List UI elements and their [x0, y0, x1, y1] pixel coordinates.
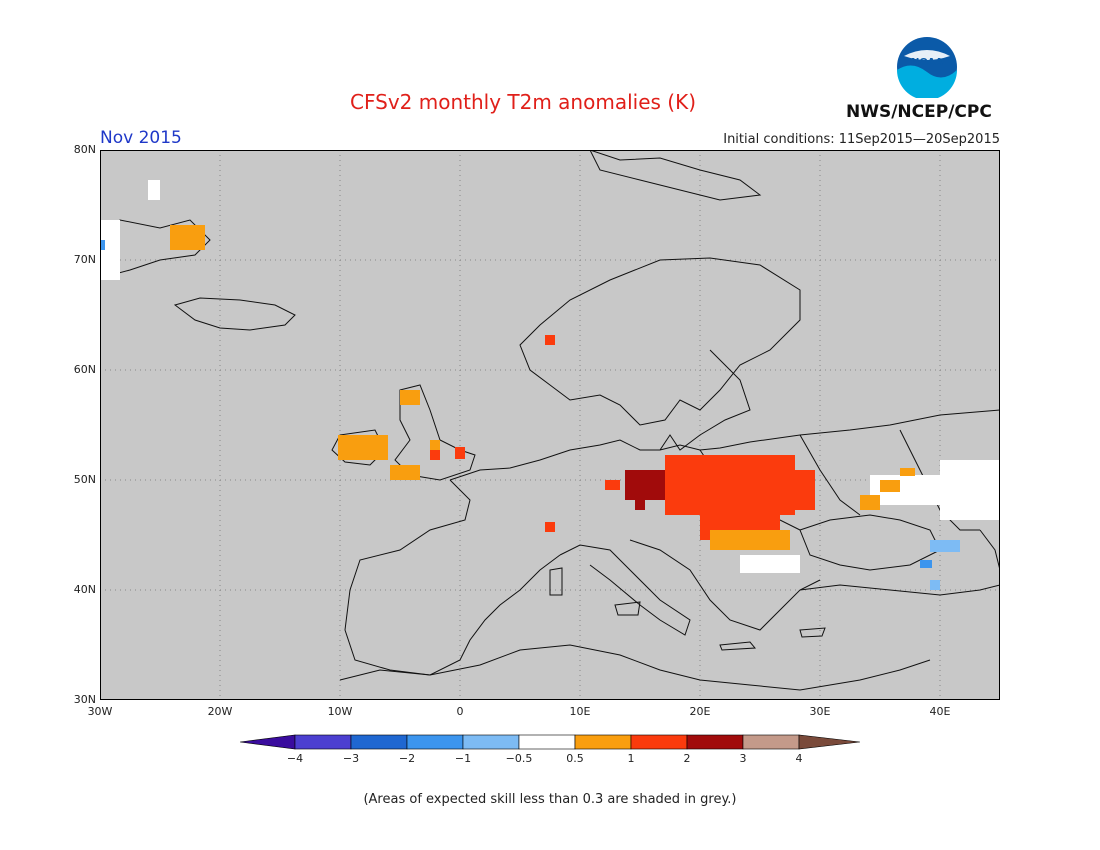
anomaly-cell: [430, 450, 440, 460]
anomaly-cell: [545, 522, 555, 532]
anomaly-cell: [780, 470, 815, 510]
colorbar-min-arrow: [240, 734, 296, 750]
forecast-month: Nov 2015: [100, 128, 182, 148]
anomaly-cell: [635, 490, 645, 510]
map-panel: [100, 150, 1000, 700]
colorbar-tick-label: −3: [342, 752, 360, 765]
y-tick-label: 50N: [73, 473, 96, 486]
colorbar-tick-label: −1: [454, 752, 472, 765]
anomaly-cell: [100, 240, 105, 250]
colorbar-tick-label: 4: [795, 752, 803, 765]
anomaly-cell: [900, 468, 915, 476]
colorbar-tick-label: 1: [627, 752, 635, 765]
anomaly-cell: [100, 220, 120, 280]
x-tick-label: 0: [456, 705, 464, 718]
anomaly-cell: [338, 435, 388, 460]
anomaly-cell: [170, 225, 205, 250]
colorbar-box: [294, 734, 352, 750]
anomaly-cell: [605, 480, 620, 490]
x-tick-label: 20E: [689, 705, 711, 718]
colorbar-max-arrow: [798, 734, 860, 750]
colorbar-box: [518, 734, 576, 750]
anomaly-cell: [455, 447, 465, 459]
colorbar-box: [630, 734, 688, 750]
colorbar-tick-label: −2: [398, 752, 416, 765]
x-tick-label: 10E: [569, 705, 591, 718]
initial-conditions: Initial conditions: 11Sep2015—20Sep2015: [723, 132, 1000, 147]
anomaly-cell: [920, 560, 932, 568]
anomaly-cell: [665, 455, 795, 515]
x-tick-label: 20W: [207, 705, 233, 718]
colorbar-tick-label: −4: [286, 752, 304, 765]
colorbar-tick-label: 3: [739, 752, 747, 765]
colorbar: [240, 734, 860, 750]
x-tick-label: 10W: [327, 705, 353, 718]
colorbar-box: [350, 734, 408, 750]
coastlines: [100, 150, 1000, 691]
anomaly-cell: [930, 580, 940, 590]
x-tick-label: 30W: [87, 705, 113, 718]
y-tick-label: 70N: [73, 253, 96, 266]
colorbar-box: [742, 734, 800, 750]
anomaly-cell: [930, 540, 960, 552]
anomaly-cell: [880, 480, 900, 492]
map-title: CFSv2 monthly T2m anomalies (K): [350, 90, 696, 114]
logo-text: NOAA: [911, 57, 943, 68]
y-tick-label: 80N: [73, 143, 96, 156]
gridlines: [100, 150, 1000, 700]
anomaly-cell: [940, 460, 1000, 520]
anomaly-cell: [710, 530, 790, 550]
colorbar-tick-label: −0.5: [505, 752, 533, 765]
colorbar-tick-label: 2: [683, 752, 691, 765]
anomaly-cell: [390, 465, 420, 480]
anomaly-cell: [430, 440, 440, 455]
colorbar-box: [406, 734, 464, 750]
x-tick-label: 40E: [929, 705, 951, 718]
y-tick-label: 30N: [73, 693, 96, 706]
anomaly-cell: [740, 555, 800, 573]
skill-footnote: (Areas of expected skill less than 0.3 a…: [363, 792, 737, 807]
colorbar-box: [574, 734, 632, 750]
anomaly-cell: [400, 390, 420, 405]
anomaly-cell: [148, 180, 160, 200]
colorbar-tick-label: 0.5: [566, 752, 584, 765]
agency-label: NWS/NCEP/CPC: [846, 102, 992, 122]
anomaly-patches: [100, 180, 1000, 590]
colorbar-box: [462, 734, 520, 750]
noaa-logo-icon: NOAA: [897, 37, 957, 98]
y-tick-label: 40N: [73, 583, 96, 596]
anomaly-cell: [545, 335, 555, 345]
anomaly-cell: [860, 495, 880, 510]
y-tick-label: 60N: [73, 363, 96, 376]
x-tick-label: 30E: [809, 705, 831, 718]
colorbar-box: [686, 734, 744, 750]
